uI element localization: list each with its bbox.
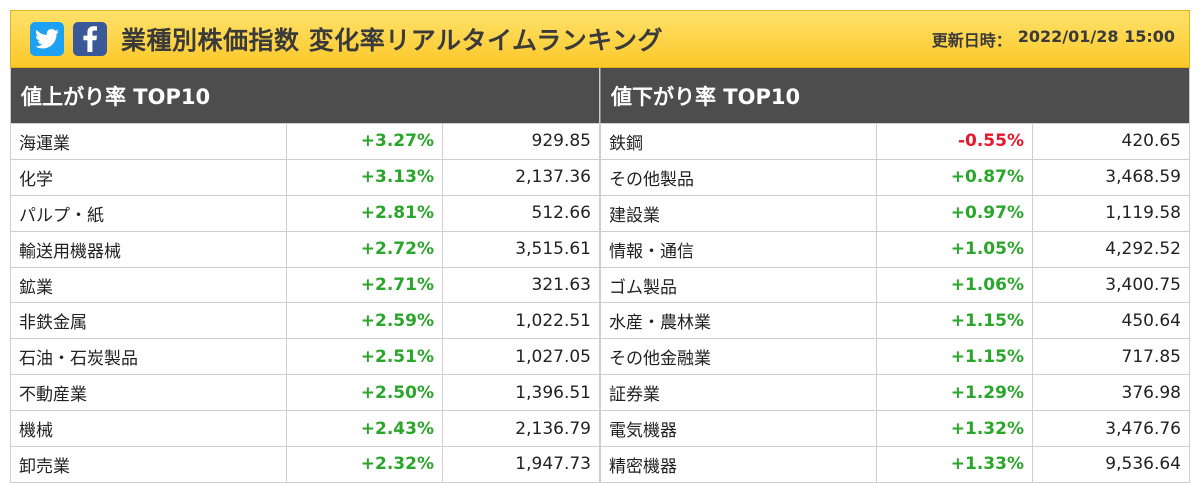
losers-panel: 値下がり率 TOP10 鉄鋼 -0.55% 420.65 その他製品 +0.87% 3,4… (600, 68, 1190, 483)
index-value: 1,396.51 (442, 374, 600, 412)
change-percent: +1.15% (876, 302, 1033, 340)
table-row: その他金融業 +1.15% 717.85 (600, 338, 1190, 376)
sector-name: 建設業 (600, 194, 877, 232)
index-value: 1,022.51 (442, 302, 600, 340)
updated-timestamp: 更新日時： 2022/01/28 15:00 (932, 27, 1175, 51)
table-row: 証券業 +1.29% 376.98 (600, 374, 1190, 412)
index-value: 3,476.76 (1032, 410, 1190, 448)
change-percent: +3.13% (286, 158, 443, 196)
updated-label: 更新日時： (931, 31, 1012, 50)
change-percent: +1.06% (876, 266, 1033, 304)
change-percent: +2.43% (286, 410, 443, 448)
twitter-share-button[interactable] (30, 22, 64, 56)
index-value: 9,536.64 (1032, 446, 1190, 483)
page-title: 業種別株価指数 変化率リアルタイムランキング (121, 26, 663, 55)
table-row: その他製品 +0.87% 3,468.59 (600, 158, 1190, 196)
change-percent: +2.32% (286, 446, 443, 483)
gainers-panel: 値上がり率 TOP10 海運業 +3.27% 929.85 化学 +3.13% 2,137… (10, 68, 600, 483)
sector-name: 不動産業 (10, 374, 287, 412)
index-value: 4,292.52 (1032, 230, 1190, 268)
sector-name: 輸送用機器械 (10, 230, 287, 268)
index-value: 450.64 (1032, 302, 1190, 340)
updated-value: 2022/01/28 15:00 (1017, 27, 1175, 46)
change-percent: +2.59% (286, 302, 443, 340)
table-row: パルプ・紙 +2.81% 512.66 (10, 194, 600, 232)
table-row: 化学 +3.13% 2,137.36 (10, 158, 600, 196)
table-row: 不動産業 +2.50% 1,396.51 (10, 374, 600, 412)
table-row: 水産・農林業 +1.15% 450.64 (600, 302, 1190, 340)
index-value: 512.66 (442, 194, 600, 232)
table-row: 石油・石炭製品 +2.51% 1,027.05 (10, 338, 600, 376)
facebook-icon (83, 26, 97, 52)
index-value: 1,119.58 (1032, 194, 1190, 232)
sector-name: 非鉄金属 (10, 302, 287, 340)
sector-name: 石油・石炭製品 (10, 338, 287, 376)
gainers-table: 海運業 +3.27% 929.85 化学 +3.13% 2,137.36 パルプ・紙 +2.8… (10, 123, 600, 483)
index-value: 717.85 (1032, 338, 1190, 376)
table-row: 鉱業 +2.71% 321.63 (10, 266, 600, 304)
sector-name: 電気機器 (600, 410, 877, 448)
sector-name: 水産・農林業 (600, 302, 877, 340)
change-percent: +2.50% (286, 374, 443, 412)
table-row: 鉄鋼 -0.55% 420.65 (600, 123, 1190, 160)
sector-name: 卸売業 (10, 446, 287, 483)
sector-name: 精密機器 (600, 446, 877, 483)
header-bar: 業種別株価指数 変化率リアルタイムランキング 更新日時： 2022/01/28 … (10, 10, 1190, 68)
table-row: ゴム製品 +1.06% 3,400.75 (600, 266, 1190, 304)
sector-name: 証券業 (600, 374, 877, 412)
index-value: 3,515.61 (442, 230, 600, 268)
change-percent: +2.71% (286, 266, 443, 304)
index-value: 2,136.79 (442, 410, 600, 448)
change-percent: +2.81% (286, 194, 443, 232)
losers-table: 鉄鋼 -0.55% 420.65 その他製品 +0.87% 3,468.59 建設業 +0.9… (600, 123, 1190, 483)
table-row: 建設業 +0.97% 1,119.58 (600, 194, 1190, 232)
table-row: 卸売業 +2.32% 1,947.73 (10, 446, 600, 483)
change-percent: -0.55% (876, 123, 1033, 160)
change-percent: +0.87% (876, 158, 1033, 196)
table-row: 非鉄金属 +2.59% 1,022.51 (10, 302, 600, 340)
index-value: 2,137.36 (442, 158, 600, 196)
sector-name: 化学 (10, 158, 287, 196)
sector-name: パルプ・紙 (10, 194, 287, 232)
change-percent: +3.27% (286, 123, 443, 160)
change-percent: +2.72% (286, 230, 443, 268)
change-percent: +1.33% (876, 446, 1033, 483)
twitter-icon (35, 29, 59, 49)
index-value: 321.63 (442, 266, 600, 304)
sector-name: その他金融業 (600, 338, 877, 376)
index-value: 929.85 (442, 123, 600, 160)
index-value: 3,468.59 (1032, 158, 1190, 196)
gainers-title: 値上がり率 TOP10 (10, 68, 600, 123)
index-value: 376.98 (1032, 374, 1190, 412)
sector-name: 機械 (10, 410, 287, 448)
table-row: 海運業 +3.27% 929.85 (10, 123, 600, 160)
index-value: 1,027.05 (442, 338, 600, 376)
change-percent: +0.97% (876, 194, 1033, 232)
sector-name: 海運業 (10, 123, 287, 160)
change-percent: +1.15% (876, 338, 1033, 376)
index-value: 1,947.73 (442, 446, 600, 483)
change-percent: +1.32% (876, 410, 1033, 448)
index-value: 3,400.75 (1032, 266, 1190, 304)
change-percent: +2.51% (286, 338, 443, 376)
facebook-share-button[interactable] (73, 22, 107, 56)
sector-name: 鉱業 (10, 266, 287, 304)
sector-name: 鉄鋼 (600, 123, 877, 160)
table-row: 情報・通信 +1.05% 4,292.52 (600, 230, 1190, 268)
table-row: 精密機器 +1.33% 9,536.64 (600, 446, 1190, 483)
change-percent: +1.05% (876, 230, 1033, 268)
change-percent: +1.29% (876, 374, 1033, 412)
table-row: 輸送用機器械 +2.72% 3,515.61 (10, 230, 600, 268)
table-row: 電気機器 +1.32% 3,476.76 (600, 410, 1190, 448)
sector-name: その他製品 (600, 158, 877, 196)
index-value: 420.65 (1032, 123, 1190, 160)
sector-name: 情報・通信 (600, 230, 877, 268)
losers-title: 値下がり率 TOP10 (600, 68, 1190, 123)
sector-name: ゴム製品 (600, 266, 877, 304)
table-row: 機械 +2.43% 2,136.79 (10, 410, 600, 448)
